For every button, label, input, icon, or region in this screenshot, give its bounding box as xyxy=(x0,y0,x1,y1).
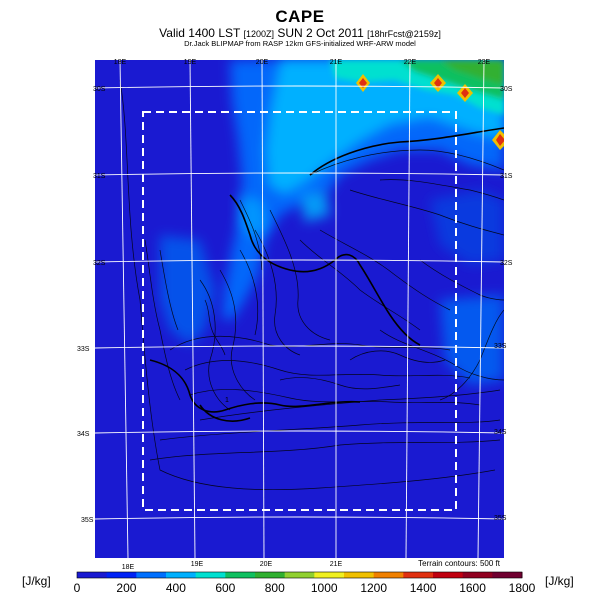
colorbar-swatch xyxy=(195,572,226,578)
longitude-labels-top: 18E 19E 20E 21E 22E 23E xyxy=(114,59,491,66)
colorbar: [J/kg] [J/kg] 0 200 400 600 800 1000 1200 1400 1… xyxy=(22,571,574,595)
lon-label: 19E xyxy=(184,59,197,66)
colorbar-swatch xyxy=(433,572,464,578)
colorbar-swatch xyxy=(136,572,167,578)
colorbar-unit-right: [J/kg] xyxy=(545,574,574,588)
graticule xyxy=(95,60,504,558)
lon-label: 22E xyxy=(404,59,417,66)
colorbar-swatch xyxy=(462,572,493,578)
colorbar-swatch xyxy=(344,572,375,578)
valid-time-text: Valid 1400 LST xyxy=(159,26,241,40)
colorbar-swatch xyxy=(492,572,523,578)
colorbar-tick-label: 200 xyxy=(116,581,136,595)
lon-label: 21E xyxy=(330,561,343,568)
lat-label: 30S xyxy=(93,86,106,93)
colorbar-swatch xyxy=(255,572,286,578)
model-description: Dr.Jack BLIPMAP from RASP 12km GFS-initi… xyxy=(184,39,416,48)
inner-domain-box xyxy=(142,111,457,511)
lon-label: 18E xyxy=(122,564,135,571)
longitude-labels-bottom: 18E 19E 20E 21E xyxy=(122,561,343,571)
lat-label: 33S xyxy=(77,346,90,353)
lat-label: 34S xyxy=(77,431,90,438)
lon-label: 19E xyxy=(191,561,204,568)
map-area: 1 xyxy=(95,60,504,558)
map-subtitle: Valid 1400 LST [1200Z] SUN 2 Oct 2011 [1… xyxy=(0,27,600,39)
latitude-labels-right: 30S 31S 32S 33S 34S 35S xyxy=(494,86,513,522)
colorbar-tick-label: 1200 xyxy=(360,581,387,595)
title-block: CAPE Valid 1400 LST [1200Z] SUN 2 Oct 20… xyxy=(0,8,600,48)
colorbar-swatch xyxy=(225,572,256,578)
lat-label: 34S xyxy=(494,429,507,436)
lat-label: 32S xyxy=(500,260,513,267)
latitude-labels-left: 30S 31S 32S 33S 34S 35S xyxy=(77,86,106,524)
colorbar-swatch xyxy=(314,572,345,578)
colorbar-swatch xyxy=(106,572,137,578)
colorbar-tick-label: 1000 xyxy=(311,581,338,595)
colorbar-swatch xyxy=(284,572,315,578)
lat-label: 35S xyxy=(81,517,94,524)
lon-label: 20E xyxy=(260,561,273,568)
lat-label: 35S xyxy=(494,515,507,522)
colorbar-unit-left: [J/kg] xyxy=(22,574,51,588)
forecast-date-text: SUN 2 Oct 2011 xyxy=(277,26,364,40)
colorbar-swatch xyxy=(373,572,404,578)
lat-label: 31S xyxy=(93,173,106,180)
colorbar-tick-label: 1800 xyxy=(509,581,536,595)
terrain-note: Terrain contours: 500 ft xyxy=(418,559,501,568)
lon-label: 18E xyxy=(114,59,127,66)
cape-maxima xyxy=(356,74,504,150)
colorbar-swatch xyxy=(403,572,434,578)
forecast-run-text: [18hrFcst@2159z] xyxy=(367,29,441,39)
terrain-contours xyxy=(119,79,504,491)
lat-label: 32S xyxy=(93,260,106,267)
colorbar-tick-labels: 0 200 400 600 800 1000 1200 1400 1600 1800 xyxy=(74,581,536,595)
lat-label: 33S xyxy=(494,343,507,350)
colorbar-tick-label: 400 xyxy=(166,581,186,595)
colorbar-swatch xyxy=(77,572,108,578)
colorbar-outline xyxy=(76,571,523,579)
lon-label: 23E xyxy=(478,59,491,66)
lat-label: 31S xyxy=(500,173,513,180)
lat-label: 30S xyxy=(500,86,513,93)
colorbar-tick-label: 800 xyxy=(265,581,285,595)
colorbar-tick-label: 0 xyxy=(74,581,81,595)
colorbar-tick-label: 1600 xyxy=(459,581,486,595)
colorbar-tick-label: 600 xyxy=(215,581,235,595)
map-title: CAPE xyxy=(275,7,325,26)
colorbar-swatch xyxy=(166,572,197,578)
utc-time-text: [1200Z] xyxy=(243,29,274,39)
lon-label: 21E xyxy=(330,59,343,66)
cape-field-medium xyxy=(240,60,504,240)
site-marker: 1 xyxy=(225,397,229,404)
colorbar-tick-label: 1400 xyxy=(410,581,437,595)
lon-label: 20E xyxy=(256,59,269,66)
cape-field-high xyxy=(330,60,504,115)
colorbar-swatches xyxy=(76,571,523,579)
